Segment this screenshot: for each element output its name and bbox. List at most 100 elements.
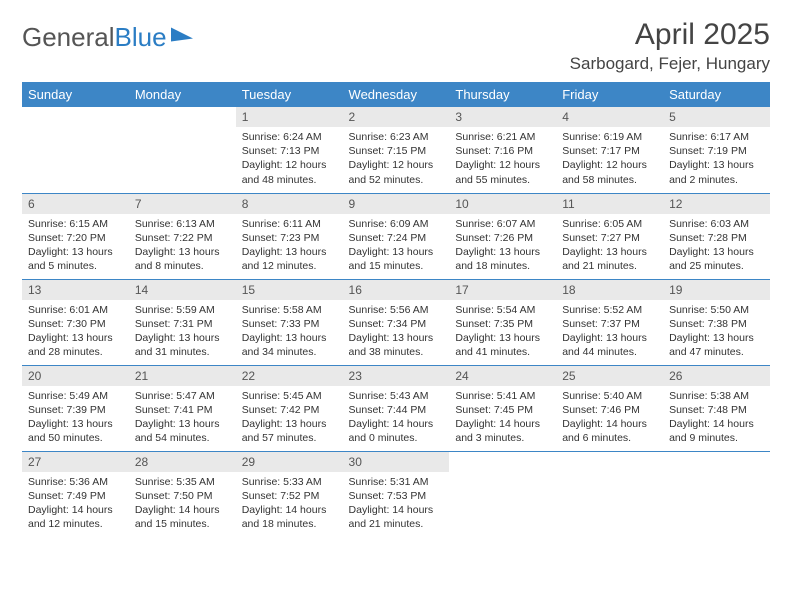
daylight-line: Daylight: 13 hours and 54 minutes. bbox=[135, 417, 230, 445]
day-number: 12 bbox=[663, 194, 770, 214]
sunrise-line: Sunrise: 5:43 AM bbox=[349, 389, 444, 403]
sunrise-line: Sunrise: 5:31 AM bbox=[349, 475, 444, 489]
sunset-line: Sunset: 7:38 PM bbox=[669, 317, 764, 331]
day-number: 28 bbox=[129, 452, 236, 472]
day-number: 1 bbox=[236, 107, 343, 127]
day-number: 14 bbox=[129, 280, 236, 300]
sunset-line: Sunset: 7:48 PM bbox=[669, 403, 764, 417]
calendar-row: 20Sunrise: 5:49 AMSunset: 7:39 PMDayligh… bbox=[22, 365, 770, 451]
sunrise-line: Sunrise: 5:49 AM bbox=[28, 389, 123, 403]
sunrise-line: Sunrise: 6:23 AM bbox=[349, 130, 444, 144]
daylight-line: Daylight: 13 hours and 50 minutes. bbox=[28, 417, 123, 445]
day-number: 18 bbox=[556, 280, 663, 300]
day-details: Sunrise: 5:54 AMSunset: 7:35 PMDaylight:… bbox=[449, 300, 556, 364]
sunset-line: Sunset: 7:46 PM bbox=[562, 403, 657, 417]
weekday-header: Friday bbox=[556, 82, 663, 107]
calendar-cell: 1Sunrise: 6:24 AMSunset: 7:13 PMDaylight… bbox=[236, 107, 343, 193]
day-number: 27 bbox=[22, 452, 129, 472]
daylight-line: Daylight: 12 hours and 58 minutes. bbox=[562, 158, 657, 186]
brand-logo: GeneralBlue bbox=[22, 18, 193, 53]
calendar-cell: 11Sunrise: 6:05 AMSunset: 7:27 PMDayligh… bbox=[556, 193, 663, 279]
daylight-line: Daylight: 14 hours and 6 minutes. bbox=[562, 417, 657, 445]
day-details: Sunrise: 6:15 AMSunset: 7:20 PMDaylight:… bbox=[22, 214, 129, 278]
day-number: 23 bbox=[343, 366, 450, 386]
daylight-line: Daylight: 13 hours and 31 minutes. bbox=[135, 331, 230, 359]
daylight-line: Daylight: 14 hours and 18 minutes. bbox=[242, 503, 337, 531]
sunset-line: Sunset: 7:35 PM bbox=[455, 317, 550, 331]
sunset-line: Sunset: 7:17 PM bbox=[562, 144, 657, 158]
calendar-cell: 10Sunrise: 6:07 AMSunset: 7:26 PMDayligh… bbox=[449, 193, 556, 279]
daylight-line: Daylight: 14 hours and 0 minutes. bbox=[349, 417, 444, 445]
day-number: 4 bbox=[556, 107, 663, 127]
calendar-cell: 29Sunrise: 5:33 AMSunset: 7:52 PMDayligh… bbox=[236, 451, 343, 537]
sunrise-line: Sunrise: 5:50 AM bbox=[669, 303, 764, 317]
sunrise-line: Sunrise: 5:35 AM bbox=[135, 475, 230, 489]
calendar-cell: 20Sunrise: 5:49 AMSunset: 7:39 PMDayligh… bbox=[22, 365, 129, 451]
calendar-cell: 4Sunrise: 6:19 AMSunset: 7:17 PMDaylight… bbox=[556, 107, 663, 193]
daylight-line: Daylight: 12 hours and 48 minutes. bbox=[242, 158, 337, 186]
sunset-line: Sunset: 7:37 PM bbox=[562, 317, 657, 331]
calendar-cell: 16Sunrise: 5:56 AMSunset: 7:34 PMDayligh… bbox=[343, 279, 450, 365]
sunset-line: Sunset: 7:26 PM bbox=[455, 231, 550, 245]
day-number: 2 bbox=[343, 107, 450, 127]
calendar-page: GeneralBlue April 2025 Sarbogard, Fejer,… bbox=[0, 0, 792, 537]
sunset-line: Sunset: 7:44 PM bbox=[349, 403, 444, 417]
daylight-line: Daylight: 13 hours and 44 minutes. bbox=[562, 331, 657, 359]
sunset-line: Sunset: 7:42 PM bbox=[242, 403, 337, 417]
sunset-line: Sunset: 7:24 PM bbox=[349, 231, 444, 245]
day-number: 13 bbox=[22, 280, 129, 300]
calendar-cell: 15Sunrise: 5:58 AMSunset: 7:33 PMDayligh… bbox=[236, 279, 343, 365]
sunrise-line: Sunrise: 6:15 AM bbox=[28, 217, 123, 231]
daylight-line: Daylight: 12 hours and 52 minutes. bbox=[349, 158, 444, 186]
day-number: 11 bbox=[556, 194, 663, 214]
daylight-line: Daylight: 14 hours and 12 minutes. bbox=[28, 503, 123, 531]
day-details: Sunrise: 5:38 AMSunset: 7:48 PMDaylight:… bbox=[663, 386, 770, 450]
page-header: GeneralBlue April 2025 Sarbogard, Fejer,… bbox=[22, 18, 770, 74]
daylight-line: Daylight: 14 hours and 9 minutes. bbox=[669, 417, 764, 445]
day-details: Sunrise: 5:31 AMSunset: 7:53 PMDaylight:… bbox=[343, 472, 450, 536]
calendar-table: SundayMondayTuesdayWednesdayThursdayFrid… bbox=[22, 82, 770, 537]
brand-part2: Blue bbox=[115, 22, 167, 53]
brand-triangle-icon bbox=[171, 24, 193, 41]
sunset-line: Sunset: 7:49 PM bbox=[28, 489, 123, 503]
calendar-cell: 17Sunrise: 5:54 AMSunset: 7:35 PMDayligh… bbox=[449, 279, 556, 365]
day-details: Sunrise: 6:01 AMSunset: 7:30 PMDaylight:… bbox=[22, 300, 129, 364]
calendar-cell bbox=[556, 451, 663, 537]
day-number: 9 bbox=[343, 194, 450, 214]
day-details: Sunrise: 6:17 AMSunset: 7:19 PMDaylight:… bbox=[663, 127, 770, 191]
day-details: Sunrise: 6:24 AMSunset: 7:13 PMDaylight:… bbox=[236, 127, 343, 191]
sunrise-line: Sunrise: 6:07 AM bbox=[455, 217, 550, 231]
calendar-cell: 14Sunrise: 5:59 AMSunset: 7:31 PMDayligh… bbox=[129, 279, 236, 365]
day-number: 17 bbox=[449, 280, 556, 300]
day-details: Sunrise: 5:59 AMSunset: 7:31 PMDaylight:… bbox=[129, 300, 236, 364]
daylight-line: Daylight: 13 hours and 41 minutes. bbox=[455, 331, 550, 359]
calendar-cell: 19Sunrise: 5:50 AMSunset: 7:38 PMDayligh… bbox=[663, 279, 770, 365]
sunrise-line: Sunrise: 5:41 AM bbox=[455, 389, 550, 403]
day-number: 7 bbox=[129, 194, 236, 214]
calendar-cell: 24Sunrise: 5:41 AMSunset: 7:45 PMDayligh… bbox=[449, 365, 556, 451]
calendar-cell: 26Sunrise: 5:38 AMSunset: 7:48 PMDayligh… bbox=[663, 365, 770, 451]
day-details: Sunrise: 6:23 AMSunset: 7:15 PMDaylight:… bbox=[343, 127, 450, 191]
sunrise-line: Sunrise: 5:59 AM bbox=[135, 303, 230, 317]
brand-part1: General bbox=[22, 22, 115, 53]
calendar-cell: 22Sunrise: 5:45 AMSunset: 7:42 PMDayligh… bbox=[236, 365, 343, 451]
sunrise-line: Sunrise: 5:54 AM bbox=[455, 303, 550, 317]
daylight-line: Daylight: 13 hours and 8 minutes. bbox=[135, 245, 230, 273]
day-number: 19 bbox=[663, 280, 770, 300]
calendar-cell: 28Sunrise: 5:35 AMSunset: 7:50 PMDayligh… bbox=[129, 451, 236, 537]
daylight-line: Daylight: 13 hours and 2 minutes. bbox=[669, 158, 764, 186]
sunset-line: Sunset: 7:52 PM bbox=[242, 489, 337, 503]
sunset-line: Sunset: 7:30 PM bbox=[28, 317, 123, 331]
calendar-row: 27Sunrise: 5:36 AMSunset: 7:49 PMDayligh… bbox=[22, 451, 770, 537]
calendar-cell: 7Sunrise: 6:13 AMSunset: 7:22 PMDaylight… bbox=[129, 193, 236, 279]
calendar-cell: 30Sunrise: 5:31 AMSunset: 7:53 PMDayligh… bbox=[343, 451, 450, 537]
sunset-line: Sunset: 7:41 PM bbox=[135, 403, 230, 417]
sunset-line: Sunset: 7:33 PM bbox=[242, 317, 337, 331]
daylight-line: Daylight: 13 hours and 38 minutes. bbox=[349, 331, 444, 359]
day-details: Sunrise: 5:50 AMSunset: 7:38 PMDaylight:… bbox=[663, 300, 770, 364]
sunset-line: Sunset: 7:15 PM bbox=[349, 144, 444, 158]
sunset-line: Sunset: 7:23 PM bbox=[242, 231, 337, 245]
weekday-header: Sunday bbox=[22, 82, 129, 107]
day-number: 3 bbox=[449, 107, 556, 127]
day-details: Sunrise: 6:09 AMSunset: 7:24 PMDaylight:… bbox=[343, 214, 450, 278]
